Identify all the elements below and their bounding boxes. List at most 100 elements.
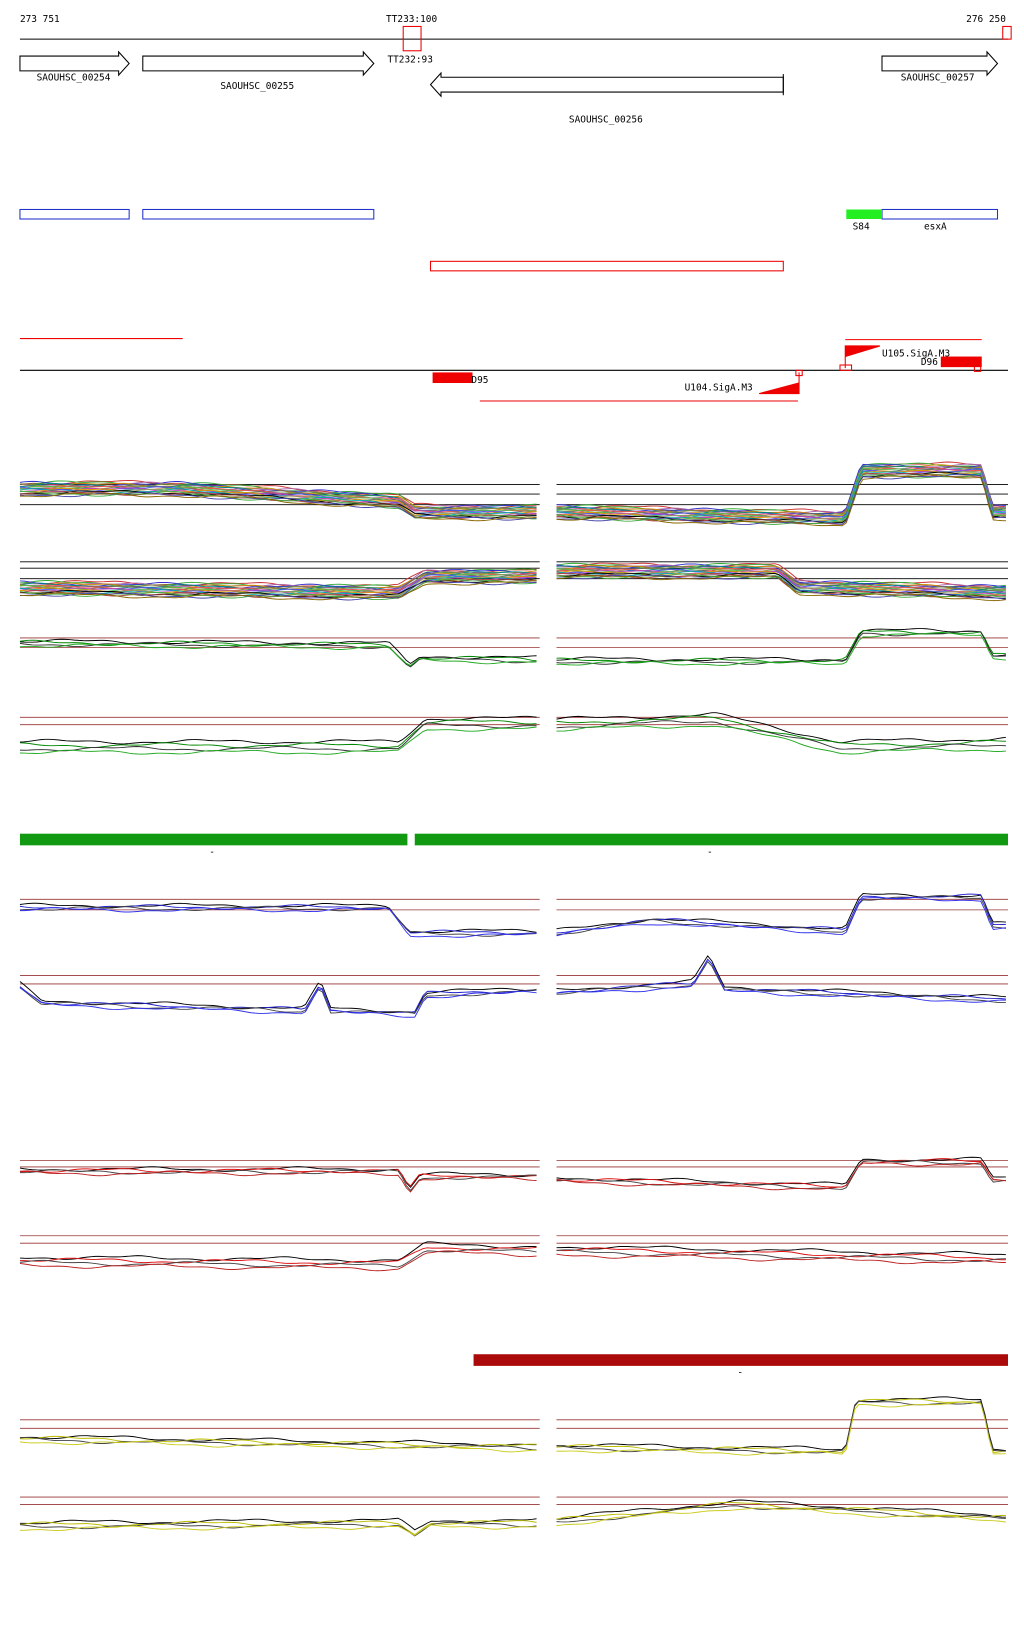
expression-trace xyxy=(556,895,1006,936)
expression-trace xyxy=(19,576,537,598)
expression-traces xyxy=(19,461,1008,1537)
expression-trace xyxy=(19,1250,537,1272)
expression-trace xyxy=(556,1401,1006,1456)
track-label: - xyxy=(707,847,713,858)
expression-trace xyxy=(556,715,1006,747)
expression-trace xyxy=(556,471,1006,524)
tss-box xyxy=(795,369,803,377)
expression-trace xyxy=(556,960,1006,1004)
track-label: - xyxy=(209,847,215,858)
expression-trace xyxy=(556,464,1006,516)
condition-bar xyxy=(414,833,1008,846)
expression-trace xyxy=(19,643,537,667)
regulatory-label: U105.SigA.M3 xyxy=(882,349,950,360)
expression-trace xyxy=(19,490,537,520)
expression-trace xyxy=(19,981,537,1014)
terminator-label: TT232:93 xyxy=(387,54,432,65)
expression-trace xyxy=(556,1249,1006,1262)
expression-trace xyxy=(556,467,1006,520)
expression-trace xyxy=(556,562,1006,589)
expression-trace xyxy=(556,462,1006,515)
cds-box xyxy=(19,208,130,220)
expression-trace xyxy=(556,572,1006,599)
promoter xyxy=(432,372,473,383)
track-label: - xyxy=(737,1367,743,1378)
cds-box xyxy=(881,208,999,220)
regulatory-label: D96 xyxy=(921,357,938,368)
terminator xyxy=(1002,25,1012,40)
regulatory-label: D95 xyxy=(471,375,488,386)
expression-trace xyxy=(556,474,1006,527)
expression-trace xyxy=(19,987,537,1014)
expression-trace xyxy=(556,1398,1006,1454)
expression-trace xyxy=(19,719,537,749)
expression-trace xyxy=(556,631,1006,666)
condition-bar xyxy=(19,833,408,846)
terminator-label: TT233:100 xyxy=(386,14,437,25)
expression-trace xyxy=(556,1158,1006,1188)
expression-trace xyxy=(19,987,537,1018)
expression-trace xyxy=(556,567,1006,593)
gene-arrow xyxy=(19,50,130,77)
expression-trace xyxy=(556,712,1006,744)
expression-trace xyxy=(556,1507,1006,1527)
expression-trace xyxy=(19,638,537,665)
expression-trace xyxy=(556,1247,1006,1261)
expression-trace xyxy=(556,469,1006,523)
expression-trace xyxy=(556,1396,1006,1452)
expression-trace xyxy=(19,580,537,601)
expression-trace xyxy=(556,567,1006,594)
expression-trace xyxy=(19,1167,537,1187)
expression-trace xyxy=(556,473,1006,525)
expression-trace xyxy=(19,904,537,936)
expression-trace xyxy=(19,1517,537,1531)
expression-trace xyxy=(556,958,1006,1003)
expression-trace xyxy=(19,483,537,513)
expression-trace xyxy=(19,907,537,938)
expression-trace xyxy=(556,1245,1006,1256)
expression-trace xyxy=(556,958,1006,1000)
expression-trace xyxy=(19,579,537,601)
promoter xyxy=(940,356,982,368)
tss-box xyxy=(973,365,982,372)
expression-trace xyxy=(19,485,537,514)
gene-label: SAOUHSC_00257 xyxy=(901,72,975,83)
gene-arrow xyxy=(429,71,784,98)
expression-trace xyxy=(19,1440,537,1453)
expression-trace xyxy=(19,1520,537,1536)
promoter-flag xyxy=(759,372,800,395)
expression-trace xyxy=(19,1435,537,1447)
expression-trace xyxy=(19,986,537,1014)
expression-trace xyxy=(556,1160,1006,1190)
expression-trace xyxy=(19,578,537,598)
antisense-box xyxy=(429,260,784,272)
gene-label: SAOUHSC_00256 xyxy=(569,115,643,126)
gene-label: SAOUHSC_00255 xyxy=(220,81,294,92)
expression-trace xyxy=(556,1400,1006,1455)
expression-trace xyxy=(556,468,1006,521)
expression-trace xyxy=(556,1162,1006,1191)
expression-trace xyxy=(556,1505,1006,1523)
condition-bar xyxy=(473,1354,1008,1366)
expression-trace xyxy=(556,720,1006,751)
expression-trace xyxy=(19,1524,537,1536)
expression-trace xyxy=(19,641,537,668)
expression-trace xyxy=(19,905,537,937)
expression-trace xyxy=(556,628,1006,662)
expression-trace xyxy=(556,896,1006,937)
expression-trace xyxy=(556,572,1006,599)
expression-trace xyxy=(19,1241,537,1263)
terminator xyxy=(402,25,422,52)
expression-trace xyxy=(19,1170,537,1193)
gene-label: SAOUHSC_00254 xyxy=(37,72,111,83)
expression-trace xyxy=(556,1499,1006,1520)
expression-trace xyxy=(556,569,1006,597)
expression-trace xyxy=(19,492,537,522)
expression-trace xyxy=(556,1502,1006,1520)
expression-trace xyxy=(19,1248,537,1268)
expression-trace xyxy=(19,1246,537,1265)
expression-trace xyxy=(19,722,537,752)
srna-box xyxy=(846,209,882,220)
expression-trace xyxy=(556,725,1006,755)
